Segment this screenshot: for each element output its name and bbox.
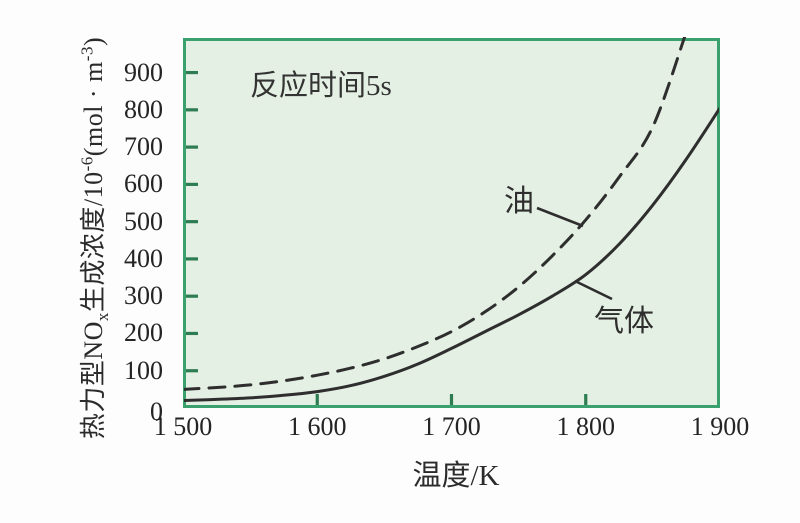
y-tick-label: 200 (124, 318, 163, 348)
y-tick-label: 300 (124, 281, 163, 311)
y-tick-label: 400 (124, 243, 163, 273)
curves (184, 37, 719, 402)
y-tick-label: 900 (124, 57, 163, 87)
plot-area (183, 38, 720, 408)
curve-oil (184, 37, 687, 391)
y-tick-label: 0 (150, 397, 163, 426)
x-tick-label: 1 500 (153, 412, 213, 441)
y-tick-label: 700 (124, 132, 163, 162)
y-tick-label: 600 (124, 169, 163, 199)
leader-line (574, 279, 613, 301)
y-axis-label-part: ) (78, 36, 108, 47)
x-axis-label: 温度/K (412, 460, 500, 492)
x-tick-label: 1 900 (690, 412, 750, 441)
curve-gas (184, 106, 719, 402)
y-tick-label: 100 (124, 355, 163, 385)
x-tick-label: 1 600 (288, 412, 347, 441)
x-tick-label: 1 800 (556, 412, 616, 441)
leader-lines (536, 206, 613, 301)
curve-label-gas: 气体 (594, 305, 654, 338)
tick-marks (186, 70, 588, 405)
reaction-time-annotation: 反应时间5s (250, 70, 392, 102)
x-tick-label: 1 700 (422, 412, 481, 441)
leader-line (536, 206, 584, 228)
y-tick-label: 500 (124, 206, 163, 236)
y-tick-label: 800 (124, 94, 163, 124)
curve-label-oil: 油 (504, 185, 534, 218)
